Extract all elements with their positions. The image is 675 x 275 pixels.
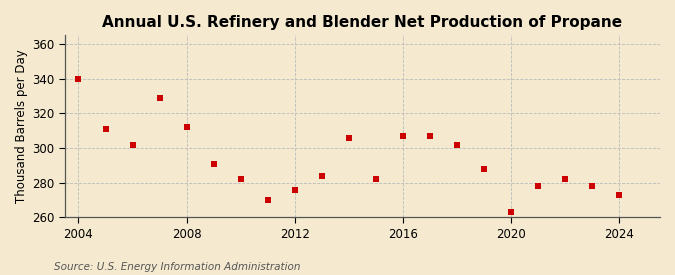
Y-axis label: Thousand Barrels per Day: Thousand Barrels per Day — [15, 50, 28, 203]
Point — [100, 127, 111, 131]
Point — [73, 76, 84, 81]
Point — [479, 167, 489, 171]
Point — [127, 142, 138, 147]
Point — [452, 142, 462, 147]
Point — [614, 192, 625, 197]
Point — [209, 161, 219, 166]
Point — [290, 187, 300, 192]
Point — [506, 210, 516, 214]
Point — [587, 184, 598, 188]
Point — [344, 135, 354, 140]
Point — [371, 177, 381, 182]
Point — [533, 184, 543, 188]
Point — [154, 95, 165, 100]
Point — [560, 177, 571, 182]
Point — [425, 134, 435, 138]
Point — [317, 174, 327, 178]
Point — [236, 177, 246, 182]
Title: Annual U.S. Refinery and Blender Net Production of Propane: Annual U.S. Refinery and Blender Net Pro… — [103, 15, 622, 30]
Text: Source: U.S. Energy Information Administration: Source: U.S. Energy Information Administ… — [54, 262, 300, 272]
Point — [182, 125, 192, 130]
Point — [398, 134, 408, 138]
Point — [263, 198, 273, 202]
